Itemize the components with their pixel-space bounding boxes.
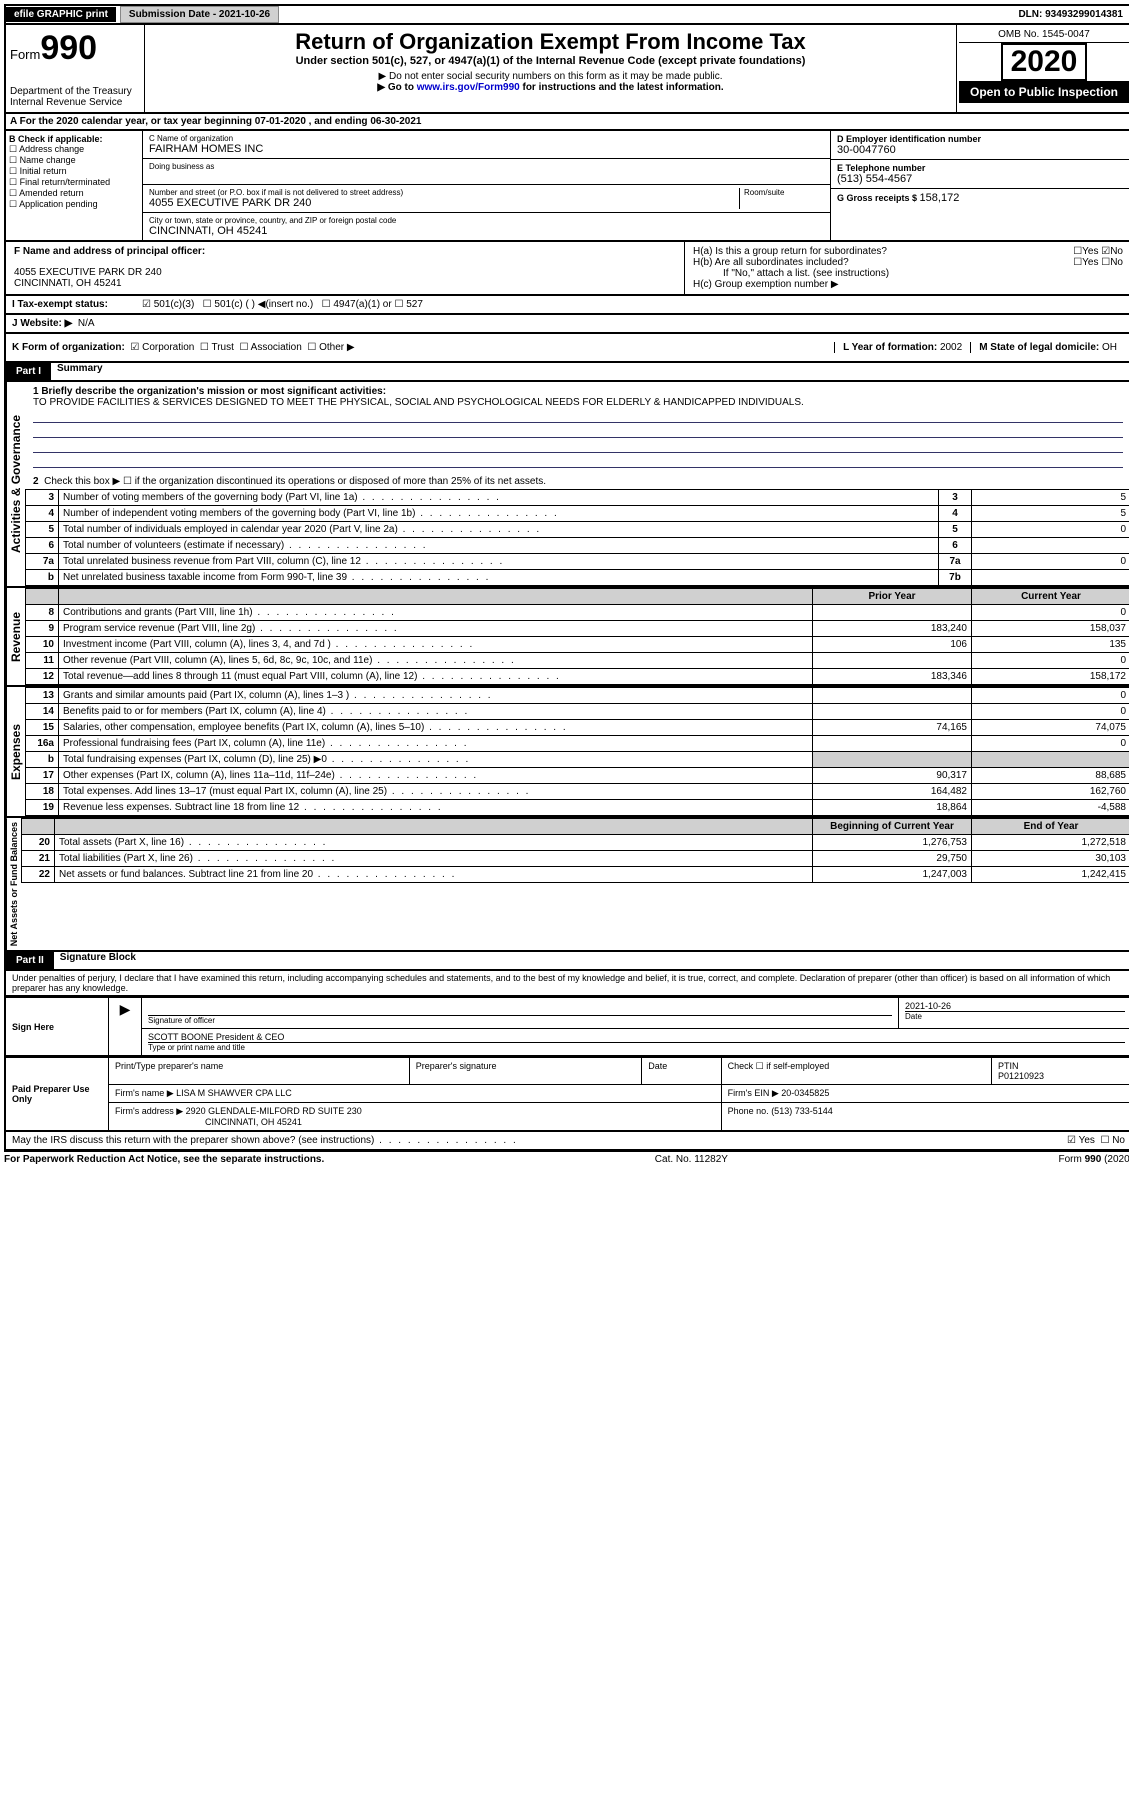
chk-name-change[interactable]: Name change	[9, 155, 139, 166]
activities-table: 3Number of voting members of the governi…	[25, 489, 1129, 586]
part1-title: Summary	[51, 363, 103, 380]
chk-501c3[interactable]: 501(c)(3)	[142, 299, 194, 310]
firm-addr2: CINCINNATI, OH 45241	[115, 1117, 302, 1127]
state-domicile: OH	[1102, 342, 1117, 353]
top-bar: efile GRAPHIC print Submission Date - 20…	[4, 4, 1129, 25]
box-deg: D Employer identification number 30-0047…	[830, 131, 1129, 240]
form-title: Return of Organization Exempt From Incom…	[149, 29, 952, 55]
officer-addr1: 4055 EXECUTIVE PARK DR 240	[14, 267, 676, 278]
vtab-revenue: Revenue	[6, 588, 25, 685]
signature-declaration: Under penalties of perjury, I declare th…	[4, 971, 1129, 997]
box-c: C Name of organization FAIRHAM HOMES INC…	[143, 131, 830, 240]
tax-period: A For the 2020 calendar year, or tax yea…	[4, 114, 1129, 131]
form-subtitle-2: ▶ Do not enter social security numbers o…	[149, 71, 952, 82]
chk-final-return[interactable]: Final return/terminated	[9, 177, 139, 188]
form-subtitle-3: ▶ Go to www.irs.gov/Form990 for instruct…	[149, 82, 952, 93]
footer-left: For Paperwork Reduction Act Notice, see …	[4, 1154, 324, 1165]
form-subtitle-1: Under section 501(c), 527, or 4947(a)(1)…	[149, 55, 952, 67]
part2-header: Part II	[6, 952, 54, 969]
netassets-block: Net Assets or Fund Balances Beginning of…	[4, 818, 1129, 952]
part1-header: Part I	[6, 363, 51, 380]
arrow-icon: ▶	[120, 1001, 131, 1017]
part2-title: Signature Block	[54, 952, 136, 969]
chk-501c[interactable]: 501(c) ( ) ◀(insert no.)	[203, 299, 314, 310]
chk-other[interactable]: Other ▶	[307, 342, 354, 353]
paid-preparer-block: Paid Preparer Use Only Print/Type prepar…	[4, 1057, 1129, 1132]
chk-corporation[interactable]: Corporation	[130, 342, 194, 353]
mission-text: TO PROVIDE FACILITIES & SERVICES DESIGNE…	[33, 397, 1123, 408]
revenue-block: Revenue Prior YearCurrent Year8Contribut…	[4, 588, 1129, 687]
form-number: Form990	[10, 29, 140, 68]
box-h: H(a) Is this a group return for subordin…	[685, 242, 1129, 294]
section-fh: F Name and address of principal officer:…	[4, 242, 1129, 296]
firm-phone: (513) 733-5144	[771, 1106, 833, 1116]
vtab-netassets: Net Assets or Fund Balances	[6, 818, 21, 950]
sign-date: 2021-10-26	[905, 1001, 1125, 1012]
efile-label: efile GRAPHIC print	[6, 7, 116, 22]
firm-name: LISA M SHAWVER CPA LLC	[176, 1088, 292, 1098]
omb-number: OMB No. 1545-0047	[959, 27, 1129, 43]
section-j: J Website: ▶ N/A	[4, 315, 1129, 334]
box-f-label: F Name and address of principal officer:	[14, 246, 676, 257]
dept-treasury: Department of the Treasury	[10, 86, 140, 97]
vtab-expenses: Expenses	[6, 687, 25, 816]
footer-mid: Cat. No. 11282Y	[655, 1154, 728, 1165]
officer-addr2: CINCINNATI, OH 45241	[14, 278, 676, 289]
footer-right: Form 990 (2020)	[1059, 1154, 1129, 1165]
section-klm: K Form of organization: Corporation Trus…	[4, 334, 1129, 363]
ein: 30-0047760	[837, 144, 1125, 156]
chk-initial-return[interactable]: Initial return	[9, 166, 139, 177]
tax-year: 2020	[1001, 43, 1088, 81]
section-bcdeg: B Check if applicable: Address change Na…	[4, 131, 1129, 242]
telephone: (513) 554-4567	[837, 173, 1125, 185]
expenses-table: 13Grants and similar amounts paid (Part …	[25, 687, 1129, 816]
org-city: CINCINNATI, OH 45241	[149, 225, 824, 237]
chk-address-change[interactable]: Address change	[9, 144, 139, 155]
box-b: B Check if applicable: Address change Na…	[6, 131, 143, 240]
dln: DLN: 93493299014381	[1010, 7, 1129, 22]
firm-addr1: 2920 GLENDALE-MILFORD RD SUITE 230	[186, 1106, 362, 1116]
submission-date: Submission Date - 2021-10-26	[120, 6, 279, 23]
year-formation: 2002	[940, 342, 962, 353]
chk-application-pending[interactable]: Application pending	[9, 199, 139, 210]
chk-association[interactable]: Association	[239, 342, 301, 353]
gross-receipts: 158,172	[920, 192, 960, 204]
sign-here-block: Sign Here ▶ Signature of officer 2021-10…	[4, 997, 1129, 1057]
section-i: I Tax-exempt status: 501(c)(3) 501(c) ( …	[4, 296, 1129, 315]
officer-name: SCOTT BOONE President & CEO	[148, 1032, 1125, 1043]
org-address: 4055 EXECUTIVE PARK DR 240	[149, 197, 739, 209]
chk-trust[interactable]: Trust	[200, 342, 234, 353]
chk-4947[interactable]: 4947(a)(1) or	[322, 299, 392, 310]
footer: For Paperwork Reduction Act Notice, see …	[4, 1151, 1129, 1165]
sign-here-label: Sign Here	[5, 998, 109, 1057]
form-header: Form990 Department of the Treasury Inter…	[4, 25, 1129, 114]
revenue-table: Prior YearCurrent Year8Contributions and…	[25, 588, 1129, 685]
ptin: P01210923	[998, 1071, 1044, 1081]
chk-527[interactable]: 527	[394, 299, 422, 310]
open-to-public: Open to Public Inspection	[959, 81, 1129, 103]
expenses-block: Expenses 13Grants and similar amounts pa…	[4, 687, 1129, 818]
chk-amended-return[interactable]: Amended return	[9, 188, 139, 199]
irs-link[interactable]: www.irs.gov/Form990	[417, 82, 520, 93]
website: N/A	[78, 318, 95, 329]
activities-governance-block: Activities & Governance 1 Briefly descri…	[4, 382, 1129, 588]
paid-preparer-label: Paid Preparer Use Only	[5, 1058, 109, 1132]
org-name: FAIRHAM HOMES INC	[149, 143, 824, 155]
vtab-activities: Activities & Governance	[6, 382, 25, 586]
dept-irs: Internal Revenue Service	[10, 97, 140, 108]
discuss-row: May the IRS discuss this return with the…	[4, 1132, 1129, 1151]
firm-ein: 20-0345825	[781, 1088, 829, 1098]
netassets-table: Beginning of Current YearEnd of Year20To…	[21, 818, 1129, 883]
